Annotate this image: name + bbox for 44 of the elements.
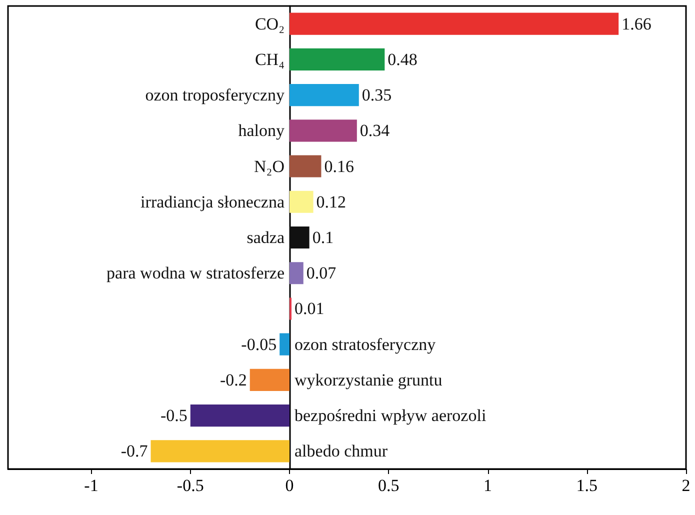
bar — [290, 84, 359, 106]
data-label: 0.16 — [324, 156, 354, 176]
data-label: 0.12 — [316, 192, 346, 212]
bar — [290, 12, 619, 35]
x-tick-label: 1.5 — [576, 476, 598, 495]
y-tick-label: CH₄ — [254, 50, 285, 69]
data-label: 0.01 — [294, 299, 324, 318]
bar — [290, 155, 322, 178]
y-tick-label: bezpośredni wpływ aerozoli — [294, 406, 486, 426]
y-tick-label: wykorzystanie gruntu — [294, 370, 443, 390]
data-label: -0.2 — [220, 370, 247, 390]
bar — [290, 48, 385, 70]
bar — [190, 404, 290, 427]
bar — [280, 333, 290, 356]
data-label: 0.48 — [388, 50, 418, 69]
y-tick-label: para wodna w stratosferze — [106, 264, 285, 283]
data-label: 0.07 — [306, 264, 337, 283]
y-tick-label: albedo chmur — [294, 442, 388, 461]
bar — [290, 262, 304, 284]
data-label: 0.35 — [362, 86, 392, 105]
x-tick-label: 2 — [682, 476, 690, 495]
data-label: 0.34 — [360, 121, 390, 140]
bar — [290, 226, 310, 249]
x-tick-label: -1 — [84, 476, 98, 495]
bar — [150, 440, 290, 462]
x-tick-label: -0.5 — [176, 476, 204, 495]
y-tick-label: sadza — [246, 228, 285, 247]
x-tick-label: 1 — [484, 476, 492, 495]
bar — [290, 120, 357, 142]
x-tick-label: 0 — [285, 476, 294, 495]
y-tick-label: ozon troposferyczny — [145, 86, 285, 105]
data-label: -0.7 — [120, 442, 148, 461]
bar — [290, 190, 314, 213]
data-label: 1.66 — [622, 14, 652, 34]
y-tick-label: N₂O — [254, 156, 285, 176]
bar — [250, 368, 290, 391]
data-label: -0.05 — [241, 334, 277, 354]
y-tick-label: irradiancja słoneczna — [140, 192, 285, 212]
y-tick-label: CO₂ — [254, 14, 285, 34]
data-label: -0.5 — [160, 406, 188, 426]
y-tick-label: ozon stratosferyczny — [294, 334, 436, 354]
x-tick-label: 0.5 — [378, 476, 400, 495]
data-label: 0.1 — [312, 228, 334, 247]
y-tick-label: halony — [238, 121, 285, 140]
